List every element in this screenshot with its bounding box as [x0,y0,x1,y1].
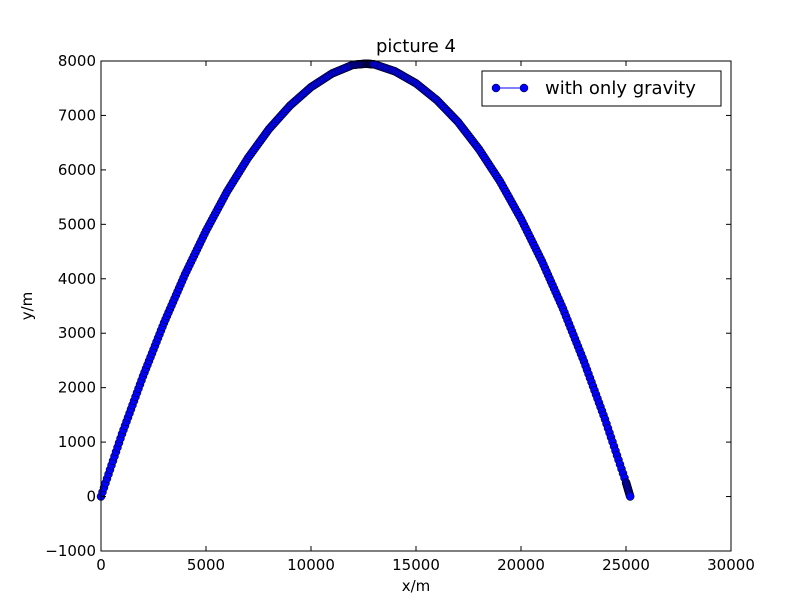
y-tick-label: 2000 [58,379,96,397]
legend-marker-left [491,83,501,93]
x-tick-label: 15000 [392,556,440,574]
y-tick-label: 7000 [58,106,96,124]
x-tick-label: 30000 [707,556,755,574]
plot-area [101,61,731,551]
chart-title: picture 4 [376,36,456,57]
x-axis-label: x/m [402,577,431,595]
x-tick-label: 25000 [602,556,650,574]
plot-frame [100,60,732,552]
x-tick-label: 20000 [497,556,545,574]
data-point [625,492,635,501]
y-tick-label: 6000 [58,161,96,179]
x-tick-label: 5000 [187,556,225,574]
y-tick-label: 5000 [58,215,96,233]
data-layer [96,59,635,501]
y-tick-label: 8000 [58,52,96,70]
x-tick-label: 0 [96,556,106,574]
y-tick-label: 1000 [58,433,96,451]
legend-marker-right [519,83,529,93]
y-tick-label: 3000 [58,324,96,342]
y-tick-label: −1000 [45,542,96,560]
legend: with only gravity [481,70,722,107]
tick-layer: 0 5000 10000 15000 20000 25000 30000−100001000… [45,52,755,574]
y-tick-label: 0 [86,488,96,506]
x-tick-label: 10000 [287,556,335,574]
y-axis-label: y/m [18,292,36,321]
y-tick-label: 4000 [58,270,96,288]
legend-label: with only gravity [545,78,696,99]
